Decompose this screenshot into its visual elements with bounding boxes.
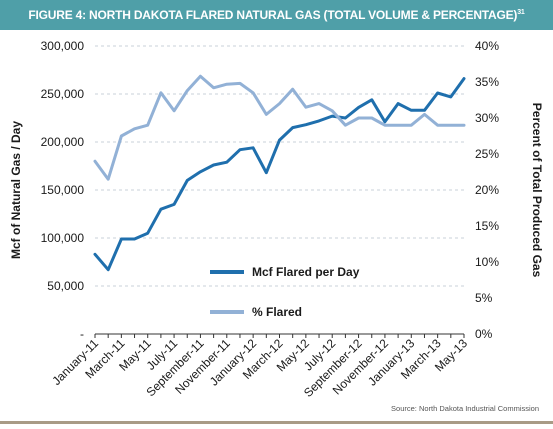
data-point [436,91,439,95]
data-point [278,138,281,142]
data-point [331,114,334,118]
data-point [172,203,176,206]
data-point [146,124,149,127]
y2-tick-label: 15% [475,219,499,233]
data-point [120,134,123,138]
data-point [423,113,426,116]
data-point [106,178,110,181]
data-point [357,116,360,120]
data-point [265,113,268,116]
data-point [278,102,281,105]
series-points [93,75,466,181]
data-point [291,88,294,91]
right-axis-ticks: 0% 5% 10% 15% 20% 25% 30% 35% 40% [475,39,499,341]
chart-title-text: FIGURE 4: NORTH DAKOTA FLARED NATURAL GA… [28,8,518,22]
y-tick-label: 200,000 [41,135,85,149]
y-tick-label: 100,000 [41,231,85,245]
grid [95,45,464,287]
y2-axis-title: Percent of Total Produced Gas [530,103,544,278]
data-point [186,89,189,92]
data-point [133,237,136,241]
y2-tick-label: 10% [475,255,499,269]
y2-tick-label: 40% [475,39,499,53]
data-point [423,109,426,112]
y-tick-label: 300,000 [41,39,85,53]
y-tick-label: 250,000 [41,87,85,101]
y-axis-title: Mcf of Natural Gas / Day [9,121,23,259]
data-point [344,116,347,120]
data-point [449,95,453,99]
data-point [212,163,215,167]
data-point [186,179,189,182]
series-points [93,77,466,271]
title-bar: FIGURE 4: NORTH DAKOTA FLARED NATURAL GA… [0,0,553,30]
y-tick-label: 150,000 [41,183,85,197]
data-point [344,124,347,127]
left-axis-ticks: - 50,000 100,000 150,000 200,000 250,000 300,0… [41,39,85,341]
data-point [317,119,321,123]
data-point [396,124,400,127]
data-point [436,124,439,127]
data-point [93,160,97,163]
data-point [238,82,242,85]
data-point [370,98,373,101]
data-point [410,109,413,112]
data-point [265,171,268,174]
series-line-mcf-flared [93,77,466,272]
y2-tick-label: 30% [475,111,499,125]
data-point [93,253,97,256]
data-point [462,77,466,80]
y2-tick-label: 25% [475,147,499,161]
data-point [159,208,163,211]
y2-tick-label: 35% [475,75,499,89]
data-point [212,86,215,89]
data-point [172,109,176,113]
series-group [93,74,466,272]
data-point [238,148,242,151]
y2-tick-label: 20% [475,183,499,197]
legend-label: % Flared [252,305,302,319]
legend: Mcf Flared per Day % Flared [210,265,360,319]
series-line-percent-flared [93,74,466,181]
y2-tick-label: 5% [475,291,493,305]
data-point [225,160,228,164]
data-point [357,106,360,109]
data-point [449,124,453,127]
data-point [383,120,387,124]
legend-label: Mcf Flared per Day [252,265,360,279]
data-point [225,82,228,86]
data-point [251,146,255,149]
y-tick-label: 50,000 [47,279,84,293]
source-note: Source: North Dakota Industrial Commissi… [391,404,539,413]
data-point [146,232,149,235]
data-point [410,124,413,127]
y-tick-label: - [80,327,84,341]
data-point [251,91,255,95]
data-point [383,124,387,127]
data-point [159,91,163,95]
data-point [396,102,400,105]
bottom-rule [0,421,553,424]
data-point [462,124,466,127]
data-point [291,126,294,129]
data-point [199,75,202,78]
data-point [304,106,308,109]
data-point [317,102,321,105]
data-point [106,268,110,271]
data-point [331,109,334,113]
data-point [199,170,202,173]
chart-title: FIGURE 4: NORTH DAKOTA FLARED NATURAL GA… [28,8,524,22]
x-axis-ticks: January-11March-11May-11July-11September… [49,334,470,400]
data-point [133,127,136,130]
data-point [370,116,373,120]
data-point [120,237,123,241]
data-point [304,123,308,126]
y2-tick-label: 0% [475,327,493,341]
title-footnote: 31 [517,9,525,16]
